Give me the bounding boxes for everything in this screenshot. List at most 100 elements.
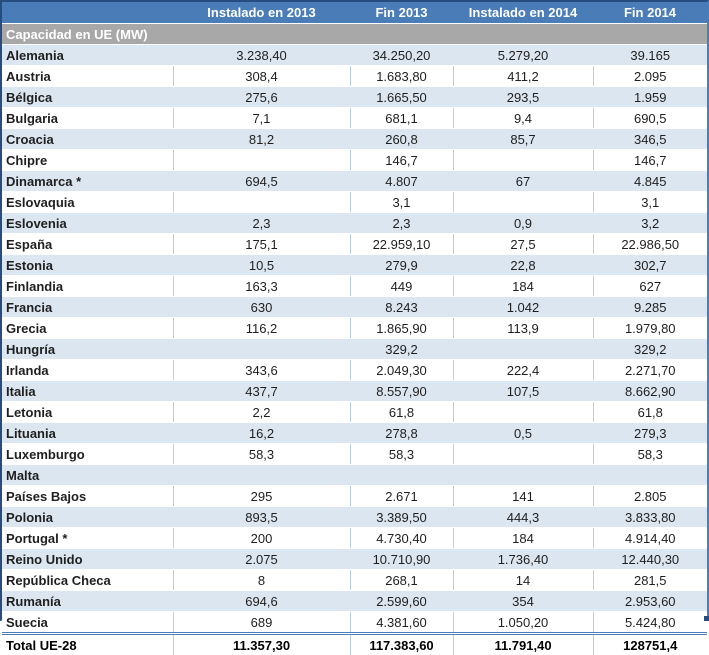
value-cell[interactable]: 22.986,50 (593, 234, 707, 255)
value-cell[interactable]: 8.557,90 (350, 381, 453, 402)
country-cell[interactable]: Croacia (2, 129, 173, 150)
country-cell[interactable]: Bulgaria (2, 108, 173, 129)
total-label-cell[interactable]: Total UE-28 (2, 634, 173, 655)
value-cell[interactable]: 4.381,60 (350, 612, 453, 634)
column-header-instalado-2014[interactable]: Instalado en 2014 (453, 2, 593, 24)
value-cell[interactable] (173, 192, 350, 213)
country-cell[interactable]: Bélgica (2, 87, 173, 108)
value-cell[interactable]: 411,2 (453, 66, 593, 87)
value-cell[interactable]: 27,5 (453, 234, 593, 255)
total-value-cell[interactable]: 117.383,60 (350, 634, 453, 655)
country-cell[interactable]: Eslovenia (2, 213, 173, 234)
value-cell[interactable] (453, 150, 593, 171)
value-cell[interactable]: 184 (453, 276, 593, 297)
value-cell[interactable]: 4.845 (593, 171, 707, 192)
value-cell[interactable]: 2.049,30 (350, 360, 453, 381)
value-cell[interactable]: 630 (173, 297, 350, 318)
value-cell[interactable]: 58,3 (173, 444, 350, 465)
value-cell[interactable]: 346,5 (593, 129, 707, 150)
value-cell[interactable]: 1.042 (453, 297, 593, 318)
value-cell[interactable]: 3,2 (593, 213, 707, 234)
value-cell[interactable]: 354 (453, 591, 593, 612)
value-cell[interactable]: 0,5 (453, 423, 593, 444)
value-cell[interactable]: 3.833,80 (593, 507, 707, 528)
country-cell[interactable]: Malta (2, 465, 173, 486)
country-cell[interactable]: Polonia (2, 507, 173, 528)
value-cell[interactable]: 200 (173, 528, 350, 549)
value-cell[interactable]: 222,4 (453, 360, 593, 381)
value-cell[interactable]: 1.050,20 (453, 612, 593, 634)
country-cell[interactable]: Francia (2, 297, 173, 318)
value-cell[interactable]: 681,1 (350, 108, 453, 129)
country-cell[interactable]: Dinamarca * (2, 171, 173, 192)
value-cell[interactable]: 5.279,20 (453, 45, 593, 66)
value-cell[interactable] (453, 402, 593, 423)
country-cell[interactable]: Países Bajos (2, 486, 173, 507)
value-cell[interactable]: 279,9 (350, 255, 453, 276)
country-cell[interactable]: Rumanía (2, 591, 173, 612)
country-cell[interactable]: Reino Unido (2, 549, 173, 570)
value-cell[interactable]: 58,3 (350, 444, 453, 465)
value-cell[interactable]: 146,7 (350, 150, 453, 171)
value-cell[interactable] (453, 444, 593, 465)
country-cell[interactable]: Finlandia (2, 276, 173, 297)
value-cell[interactable]: 2.095 (593, 66, 707, 87)
value-cell[interactable]: 1.979,80 (593, 318, 707, 339)
value-cell[interactable]: 1.865,90 (350, 318, 453, 339)
value-cell[interactable]: 302,7 (593, 255, 707, 276)
country-cell[interactable]: Luxemburgo (2, 444, 173, 465)
country-cell[interactable]: Eslovaquia (2, 192, 173, 213)
value-cell[interactable]: 275,6 (173, 87, 350, 108)
value-cell[interactable]: 3.238,40 (173, 45, 350, 66)
value-cell[interactable]: 12.440,30 (593, 549, 707, 570)
total-value-cell[interactable]: 128751,4 (593, 634, 707, 655)
value-cell[interactable]: 329,2 (593, 339, 707, 360)
value-cell[interactable]: 268,1 (350, 570, 453, 591)
country-cell[interactable]: Italia (2, 381, 173, 402)
value-cell[interactable]: 10.710,90 (350, 549, 453, 570)
value-cell[interactable]: 279,3 (593, 423, 707, 444)
value-cell[interactable]: 0,9 (453, 213, 593, 234)
country-cell[interactable]: Estonia (2, 255, 173, 276)
value-cell[interactable]: 8.243 (350, 297, 453, 318)
value-cell[interactable]: 175,1 (173, 234, 350, 255)
value-cell[interactable]: 113,9 (453, 318, 593, 339)
value-cell[interactable]: 2,2 (173, 402, 350, 423)
value-cell[interactable]: 3,1 (350, 192, 453, 213)
value-cell[interactable]: 146,7 (593, 150, 707, 171)
column-header-instalado-2013[interactable]: Instalado en 2013 (173, 2, 350, 24)
column-header-fin-2013[interactable]: Fin 2013 (350, 2, 453, 24)
column-header-fin-2014[interactable]: Fin 2014 (593, 2, 707, 24)
value-cell[interactable]: 34.250,20 (350, 45, 453, 66)
value-cell[interactable]: 694,5 (173, 171, 350, 192)
value-cell[interactable] (350, 465, 453, 486)
value-cell[interactable]: 8.662,90 (593, 381, 707, 402)
value-cell[interactable]: 7,1 (173, 108, 350, 129)
value-cell[interactable]: 281,5 (593, 570, 707, 591)
section-header-cell[interactable]: Capacidad en UE (MW) (2, 24, 707, 45)
value-cell[interactable]: 61,8 (593, 402, 707, 423)
value-cell[interactable]: 694,6 (173, 591, 350, 612)
value-cell[interactable]: 343,6 (173, 360, 350, 381)
value-cell[interactable]: 278,8 (350, 423, 453, 444)
value-cell[interactable] (593, 465, 707, 486)
value-cell[interactable]: 9,4 (453, 108, 593, 129)
country-cell[interactable]: Grecia (2, 318, 173, 339)
country-cell[interactable]: España (2, 234, 173, 255)
value-cell[interactable] (173, 150, 350, 171)
value-cell[interactable]: 4.730,40 (350, 528, 453, 549)
value-cell[interactable]: 3.389,50 (350, 507, 453, 528)
country-cell[interactable]: Austria (2, 66, 173, 87)
value-cell[interactable]: 67 (453, 171, 593, 192)
value-cell[interactable]: 184 (453, 528, 593, 549)
value-cell[interactable]: 308,4 (173, 66, 350, 87)
value-cell[interactable]: 61,8 (350, 402, 453, 423)
value-cell[interactable]: 690,5 (593, 108, 707, 129)
country-cell[interactable]: Suecia (2, 612, 173, 634)
total-value-cell[interactable]: 11.791,40 (453, 634, 593, 655)
value-cell[interactable]: 2.271,70 (593, 360, 707, 381)
country-cell[interactable]: República Checa (2, 570, 173, 591)
value-cell[interactable]: 2.075 (173, 549, 350, 570)
value-cell[interactable]: 1.959 (593, 87, 707, 108)
total-value-cell[interactable]: 11.357,30 (173, 634, 350, 655)
